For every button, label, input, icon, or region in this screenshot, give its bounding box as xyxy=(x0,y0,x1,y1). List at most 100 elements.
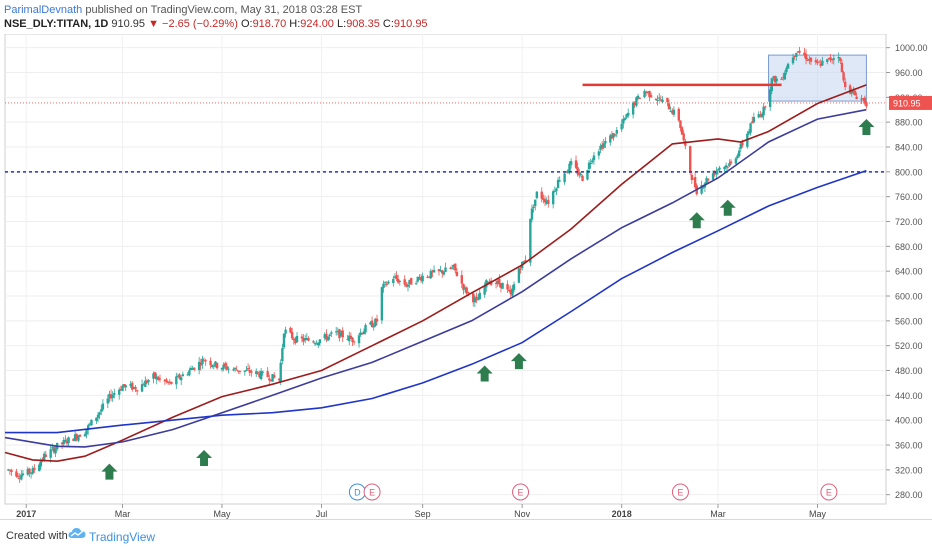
candle-body xyxy=(279,362,282,382)
symbol-line: NSE_DLY:TITAN, 1D 910.95 ▼ −2.65 (−0.29%… xyxy=(4,17,924,31)
candle-body xyxy=(752,116,756,123)
candle-body xyxy=(644,91,648,93)
candle-body xyxy=(522,261,526,264)
symbol-label[interactable]: NSE_DLY:TITAN, 1D xyxy=(4,18,109,30)
tradingview-cloud-icon[interactable] xyxy=(68,526,86,540)
candle-body xyxy=(449,267,452,269)
candle-body xyxy=(193,367,196,370)
candle-body xyxy=(462,283,465,290)
y-tick-label: 560.00 xyxy=(895,316,923,326)
candle-body xyxy=(581,175,584,181)
candle-body xyxy=(437,269,441,272)
candle-body xyxy=(258,373,261,378)
candle-body xyxy=(736,155,739,159)
candle-body xyxy=(49,449,52,458)
last-price-label: 910.95 xyxy=(893,98,921,108)
y-tick-label: 760.00 xyxy=(895,192,923,202)
candle-body xyxy=(269,379,273,381)
candle-body xyxy=(268,378,271,381)
candle-body xyxy=(369,322,372,325)
y-tick-label: 800.00 xyxy=(895,167,923,177)
candle-body xyxy=(349,335,353,339)
low-label: L: xyxy=(337,18,347,30)
candle-body xyxy=(370,320,374,328)
candle-body xyxy=(620,123,623,130)
candle-body xyxy=(31,468,34,474)
candle-body xyxy=(597,151,601,156)
last-price: 910.95 xyxy=(111,18,146,30)
candle-body xyxy=(351,337,354,343)
candle-body xyxy=(232,369,235,371)
candle-body xyxy=(535,191,539,199)
candle-body xyxy=(7,469,10,471)
price-change: ▼ −2.65 (−0.29%) xyxy=(148,18,238,30)
candle-body xyxy=(180,377,183,381)
candle-body xyxy=(615,129,619,134)
price-axis[interactable]: 280.00 320.00 360.00 400.00 440.00 480.00 520.… xyxy=(886,43,932,500)
candle-body xyxy=(542,198,545,201)
candle-body xyxy=(612,133,615,138)
candle-body xyxy=(609,135,612,143)
candle-body xyxy=(689,146,692,173)
candle-body xyxy=(638,97,641,99)
candle-body xyxy=(711,173,715,180)
candle-body xyxy=(450,267,454,269)
candle-body xyxy=(667,103,671,110)
candle-body xyxy=(118,389,121,395)
candle-body xyxy=(52,447,56,453)
candle-body xyxy=(281,348,284,362)
candle-body xyxy=(222,364,225,369)
candle-body xyxy=(429,270,433,279)
candle-body xyxy=(277,378,281,381)
candle-body xyxy=(387,281,390,284)
x-tick-label: Mar xyxy=(115,509,131,519)
candle-body xyxy=(540,191,543,199)
candle-body xyxy=(312,341,315,343)
candle-body xyxy=(713,172,716,175)
close-value: 910.95 xyxy=(393,18,428,30)
candle-body xyxy=(454,263,457,271)
candle-body xyxy=(168,381,171,383)
candle-body xyxy=(649,95,653,98)
candle-body xyxy=(558,180,561,182)
candle-body xyxy=(551,191,555,205)
time-axis[interactable]: 2017 Mar May Jul Sep Nov 2018 Mar May xyxy=(16,504,826,519)
candle-body xyxy=(830,59,834,61)
candle-body xyxy=(602,143,605,148)
candle-body xyxy=(496,280,499,284)
y-tick-label: 400.00 xyxy=(895,416,923,426)
candle-body xyxy=(64,439,67,442)
candle-body xyxy=(816,62,819,64)
open-label: O: xyxy=(240,18,253,30)
candle-body xyxy=(243,370,247,372)
y-tick-label: 840.00 xyxy=(895,142,923,152)
candle-body xyxy=(77,435,80,441)
candle-body xyxy=(814,60,818,63)
candle-body xyxy=(295,335,299,342)
candle-body xyxy=(604,140,607,144)
candle-body xyxy=(804,54,808,60)
candle-body xyxy=(506,284,509,290)
candle-body xyxy=(669,110,672,112)
y-tick-label: 680.00 xyxy=(895,242,923,252)
candle-body xyxy=(512,284,516,290)
candle-body xyxy=(414,283,418,285)
candle-body xyxy=(839,57,842,61)
candle-body xyxy=(357,335,361,344)
candle-body xyxy=(212,365,216,367)
candle-body xyxy=(852,90,855,93)
candle-body xyxy=(178,374,181,379)
author-link[interactable]: ParimalDevnath xyxy=(4,4,83,16)
candle-body xyxy=(28,468,31,474)
candle-body xyxy=(671,110,674,114)
candle-body xyxy=(643,90,646,98)
candle-body xyxy=(188,370,191,376)
candle-body xyxy=(147,380,150,382)
candle-body xyxy=(96,414,100,418)
candle-body xyxy=(850,90,853,94)
candle-body xyxy=(90,419,93,426)
tradingview-brand[interactable]: TradingView xyxy=(89,530,156,544)
candle-body xyxy=(706,178,710,181)
candle-body xyxy=(726,166,729,168)
